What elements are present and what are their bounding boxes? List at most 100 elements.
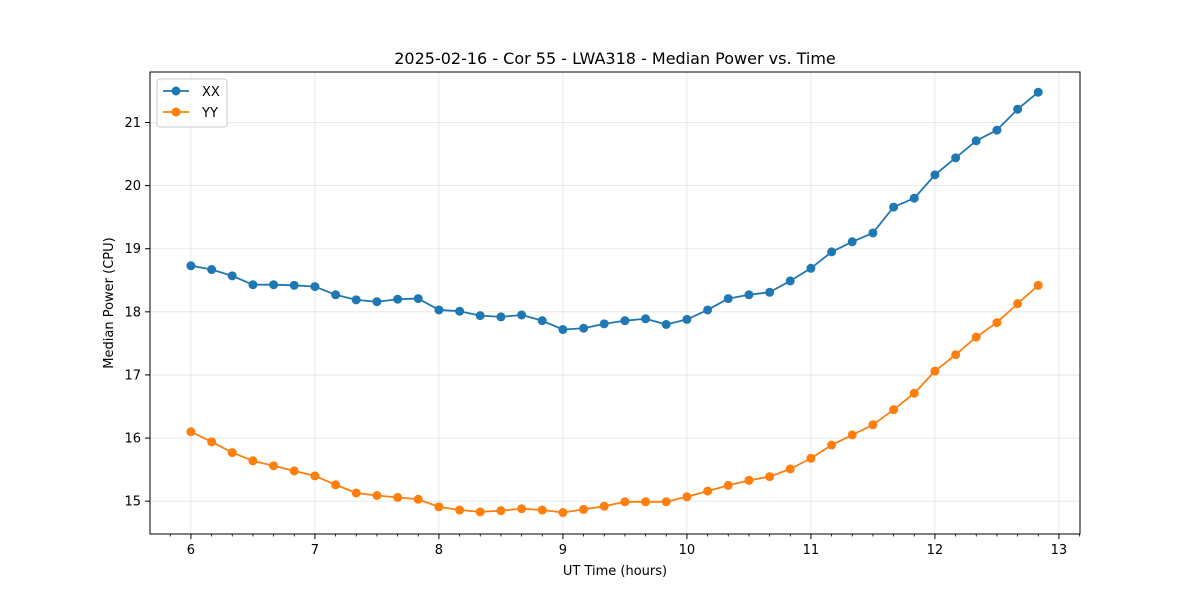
data-point-xx bbox=[785, 276, 795, 286]
data-point-xx bbox=[496, 312, 506, 322]
data-point-yy bbox=[351, 488, 361, 498]
series-xx bbox=[186, 87, 1043, 335]
data-point-xx bbox=[723, 294, 733, 304]
data-point-xx bbox=[248, 280, 258, 290]
data-point-yy bbox=[951, 350, 961, 360]
data-point-yy bbox=[847, 430, 857, 440]
data-point-yy bbox=[434, 502, 444, 512]
data-point-xx bbox=[703, 305, 713, 315]
data-point-xx bbox=[413, 294, 423, 304]
data-point-yy bbox=[641, 497, 651, 507]
y-tick-label: 16 bbox=[124, 432, 141, 447]
data-point-xx bbox=[434, 305, 444, 315]
y-tick-label: 19 bbox=[124, 242, 141, 257]
data-point-yy bbox=[475, 507, 485, 517]
data-point-yy bbox=[620, 497, 630, 507]
data-point-xx bbox=[393, 294, 403, 304]
data-point-xx bbox=[1033, 87, 1043, 97]
data-point-xx bbox=[455, 306, 465, 316]
data-point-yy bbox=[455, 505, 465, 515]
data-point-xx bbox=[331, 290, 341, 300]
data-point-xx bbox=[951, 153, 961, 163]
data-point-yy bbox=[269, 461, 279, 471]
legend: XX YY bbox=[156, 78, 228, 128]
data-point-xx bbox=[186, 261, 196, 271]
x-tick-label: 6 bbox=[187, 543, 195, 558]
data-point-xx bbox=[227, 271, 237, 281]
x-tick-label: 12 bbox=[927, 543, 944, 558]
data-point-yy bbox=[806, 453, 816, 463]
data-point-yy bbox=[909, 388, 919, 398]
data-point-xx bbox=[579, 323, 589, 333]
x-tick-label: 13 bbox=[1051, 543, 1068, 558]
data-point-yy bbox=[517, 504, 527, 514]
data-point-xx bbox=[517, 310, 527, 320]
data-point-yy bbox=[579, 504, 589, 514]
data-point-yy bbox=[889, 405, 899, 415]
data-point-yy bbox=[372, 491, 382, 500]
x-tick-label: 7 bbox=[311, 543, 319, 558]
series-yy bbox=[186, 280, 1043, 518]
legend-marker-yy bbox=[171, 107, 181, 117]
x-tick-label: 10 bbox=[679, 543, 696, 558]
data-point-yy bbox=[248, 456, 258, 466]
y-tick-label: 15 bbox=[124, 495, 141, 510]
data-point-xx bbox=[599, 319, 609, 329]
data-point-xx bbox=[827, 247, 837, 257]
y-axis-label: Median Power (CPU) bbox=[102, 237, 117, 368]
grid-lines bbox=[150, 72, 1080, 534]
data-point-xx bbox=[207, 265, 217, 275]
chart-title: 2025-02-16 - Cor 55 - LWA318 - Median Po… bbox=[394, 49, 836, 68]
data-point-yy bbox=[331, 480, 341, 490]
data-point-yy bbox=[393, 492, 403, 502]
x-axis-label: UT Time (hours) bbox=[563, 564, 667, 579]
data-point-xx bbox=[847, 237, 857, 247]
data-point-yy bbox=[785, 464, 795, 474]
data-point-xx bbox=[269, 280, 279, 290]
data-point-yy bbox=[661, 497, 671, 507]
data-point-xx bbox=[372, 297, 382, 307]
y-tick-label: 21 bbox=[124, 116, 141, 131]
x-tick-label: 8 bbox=[435, 543, 443, 558]
data-point-yy bbox=[868, 420, 878, 430]
data-point-xx bbox=[909, 193, 919, 203]
data-point-xx bbox=[641, 314, 651, 324]
data-point-xx bbox=[620, 316, 630, 326]
data-point-xx bbox=[475, 311, 485, 321]
data-point-xx bbox=[1013, 104, 1023, 114]
data-point-yy bbox=[744, 475, 754, 485]
data-point-yy bbox=[703, 486, 713, 496]
data-point-xx bbox=[868, 228, 878, 238]
data-point-xx bbox=[289, 280, 299, 290]
data-point-yy bbox=[765, 472, 775, 482]
x-tick-label: 9 bbox=[559, 543, 567, 558]
legend-marker-xx bbox=[171, 86, 181, 96]
data-point-xx bbox=[992, 125, 1002, 135]
x-tick-label: 11 bbox=[803, 543, 820, 558]
plot-frame bbox=[149, 71, 1081, 535]
data-point-yy bbox=[971, 332, 981, 342]
data-point-xx bbox=[537, 316, 547, 326]
data-point-yy bbox=[723, 480, 733, 490]
axes: 6 7 8 9 10 11 12 13 15 16 17 18 19 20 21 bbox=[124, 116, 1080, 558]
data-point-xx bbox=[765, 287, 775, 297]
y-tick-label: 18 bbox=[124, 305, 141, 320]
data-point-xx bbox=[971, 136, 981, 146]
data-point-yy bbox=[413, 494, 423, 504]
data-point-xx bbox=[930, 170, 940, 180]
data-point-xx bbox=[806, 263, 816, 273]
data-point-yy bbox=[289, 466, 299, 476]
series-group bbox=[186, 87, 1043, 518]
data-point-yy bbox=[537, 505, 547, 515]
legend-label-yy: YY bbox=[201, 106, 218, 121]
data-point-xx bbox=[558, 325, 568, 335]
data-point-yy bbox=[827, 440, 837, 450]
y-tick-label: 20 bbox=[124, 179, 141, 194]
data-point-yy bbox=[227, 448, 237, 458]
data-point-yy bbox=[599, 501, 609, 511]
data-point-xx bbox=[310, 282, 320, 292]
data-point-xx bbox=[351, 295, 361, 305]
data-point-xx bbox=[889, 202, 899, 212]
data-point-yy bbox=[558, 508, 568, 518]
